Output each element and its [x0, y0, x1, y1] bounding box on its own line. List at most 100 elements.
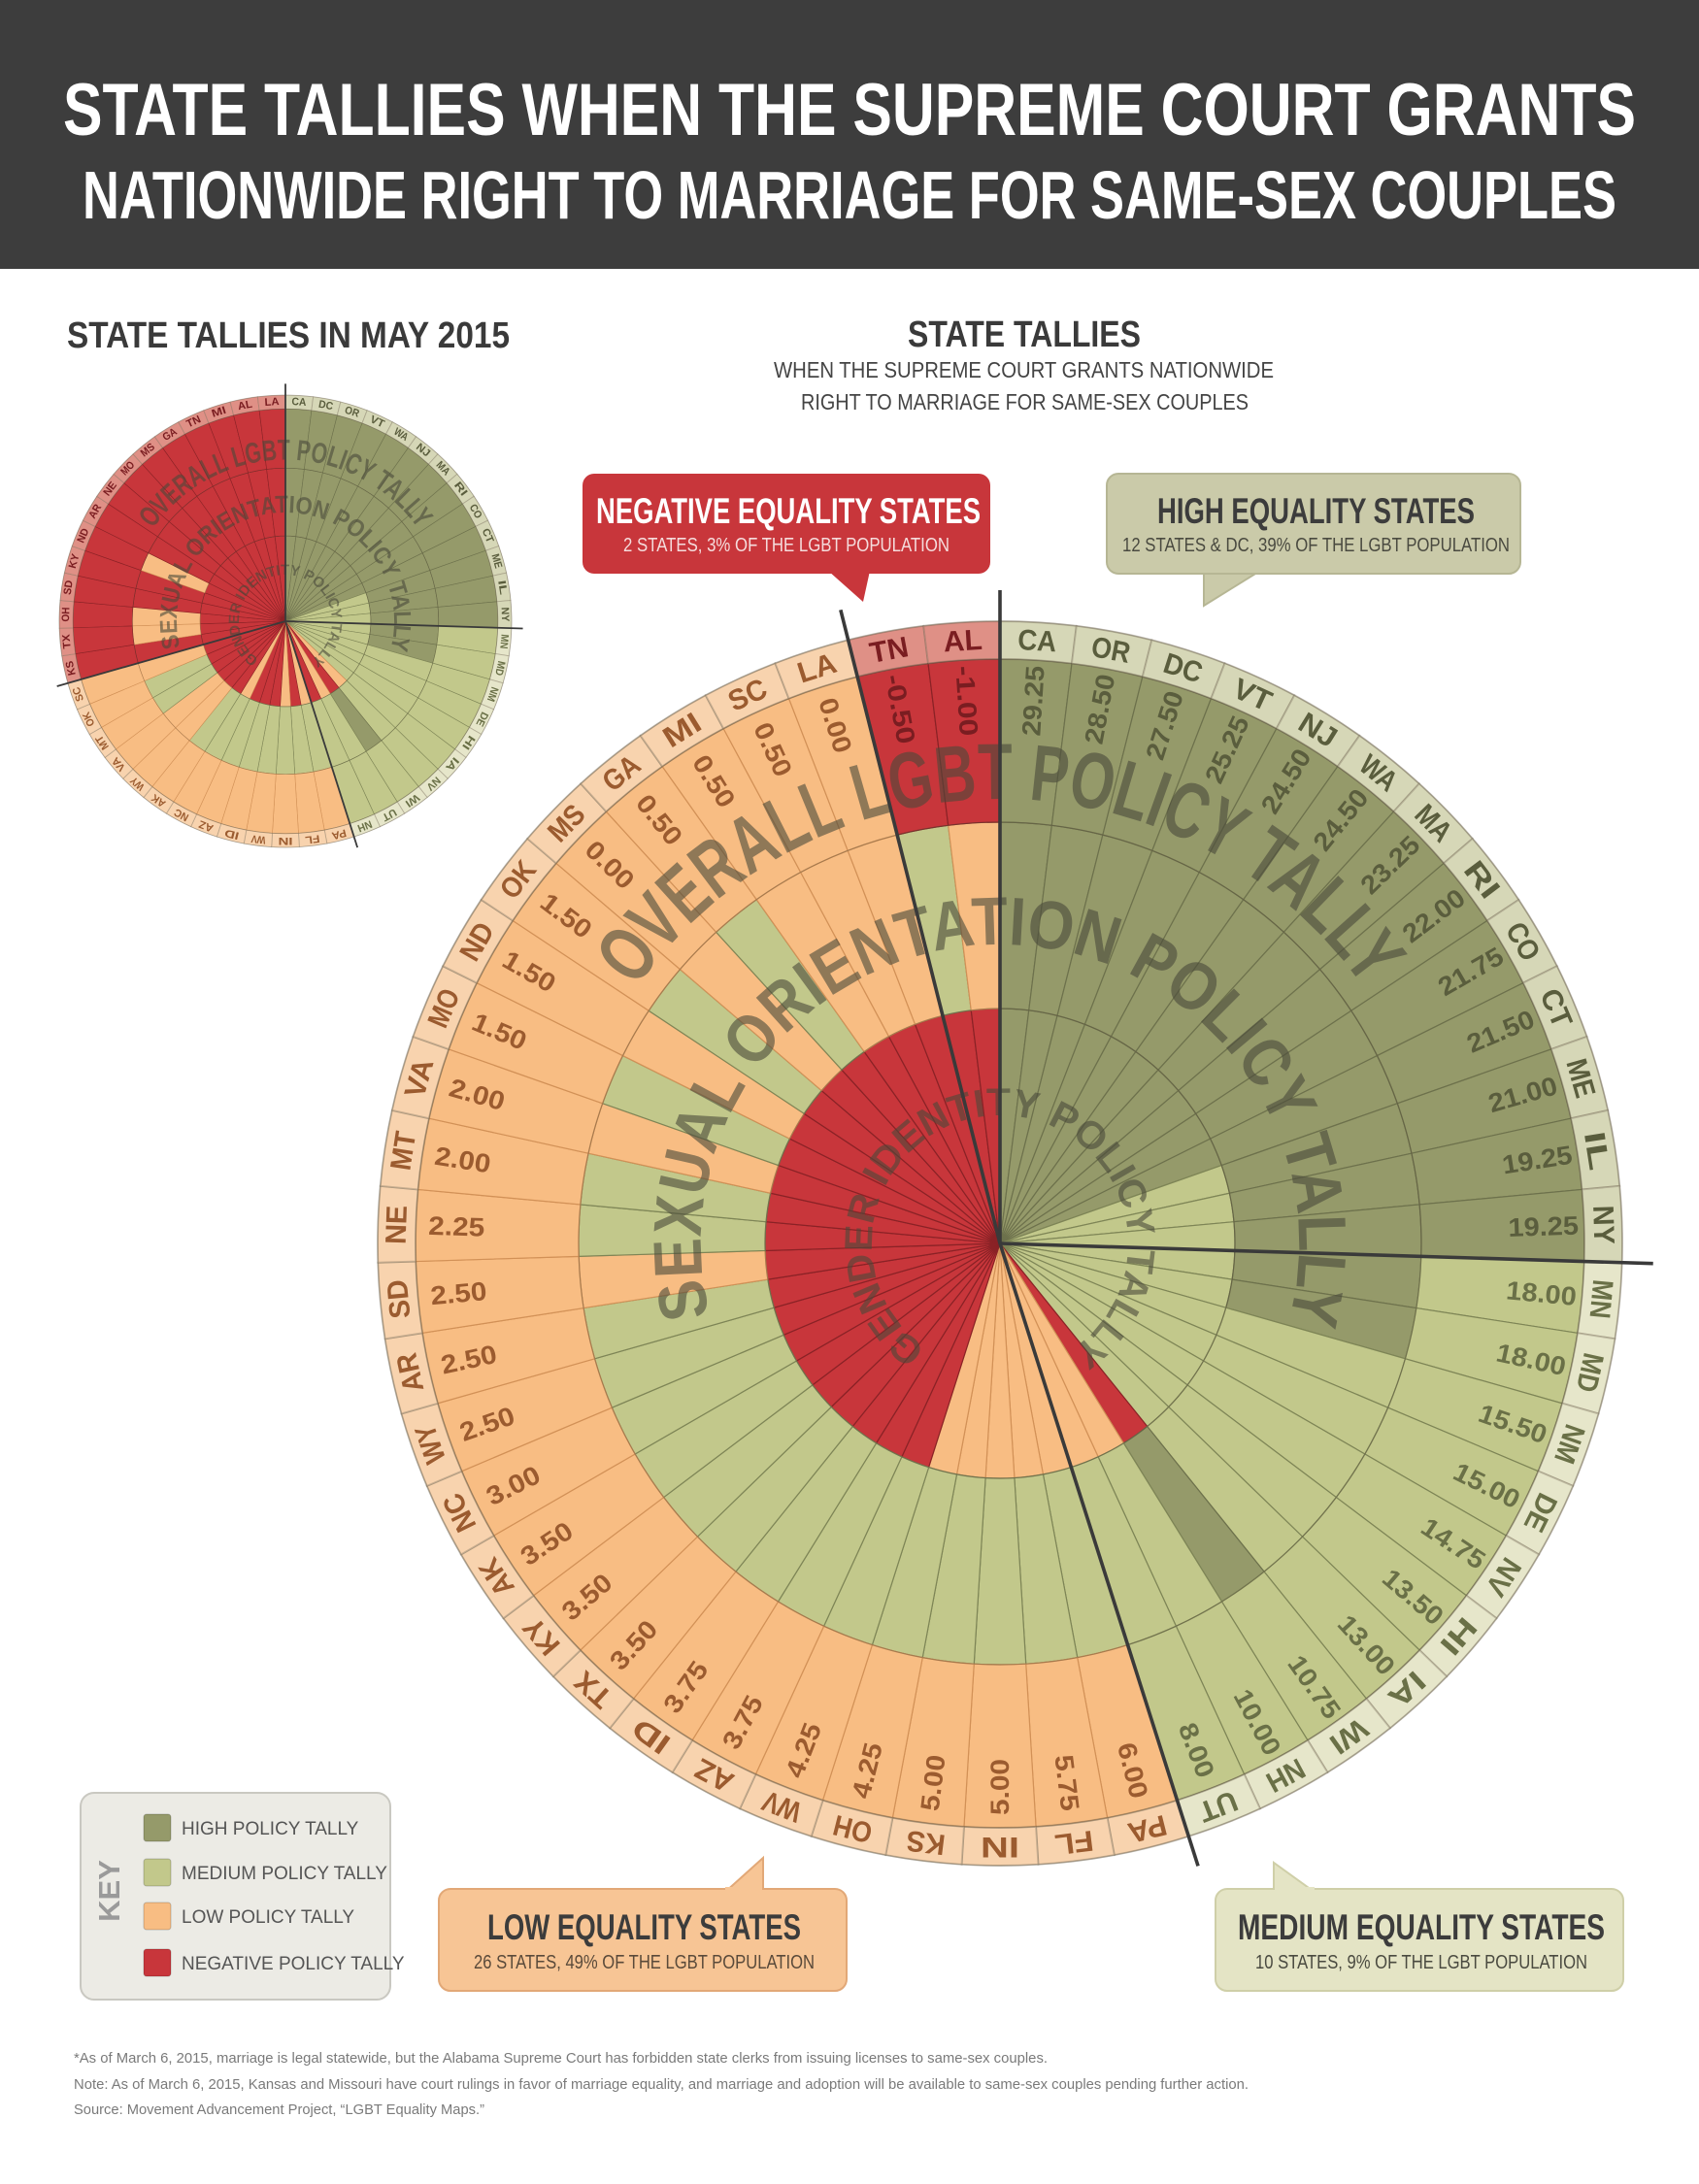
state-wedge-ms: MS0.00 — [525, 781, 1001, 1244]
callout-title: LOW EQUALITY STATES — [487, 1907, 801, 1947]
negative-equality-callout: NEGATIVE EQUALITY STATES 2 STATES, 3% OF… — [583, 474, 990, 602]
callout-box — [1106, 473, 1521, 575]
callout-box — [1215, 1888, 1624, 1992]
state-label: OR — [1089, 631, 1134, 670]
overall-tally-value: -1.00 — [949, 665, 983, 737]
key-item-negative: NEGATIVE POLICY TALLY — [143, 1948, 405, 1977]
category-divider-line — [999, 1241, 1653, 1266]
overall-tally-value: 29.25 — [1016, 665, 1049, 737]
state-label: MN — [497, 634, 510, 649]
state-label: NM — [484, 685, 500, 703]
state-wedge-de: DE — [284, 620, 495, 736]
callout-join — [725, 1887, 762, 1893]
state-label: TX — [60, 633, 73, 649]
state-wedge-co: CO — [284, 495, 489, 622]
overall-tally-value: 18.00 — [1505, 1275, 1578, 1311]
state-label: SC — [71, 685, 86, 703]
callout-box — [438, 1888, 848, 1992]
main-chart-subtitle-line2: RIGHT TO MARRIAGE FOR SAME-SEX COUPLES — [801, 389, 1249, 414]
state-label: DC — [317, 399, 334, 414]
state-label: PA — [330, 826, 348, 841]
low-equality-callout: LOW EQUALITY STATES 26 STATES, 49% OF TH… — [438, 1855, 848, 1992]
category-divider-line — [284, 620, 359, 848]
category-divider-line — [998, 1242, 1200, 1867]
callout-box — [583, 474, 990, 574]
callout-detail: 2 STATES, 3% OF THE LGBT POPULATION — [623, 535, 949, 556]
state-wedge-ma: MA — [284, 453, 458, 622]
overall-segment — [272, 774, 299, 835]
state-label: TN — [184, 414, 203, 430]
state-wedge-ut: UT8.00 — [999, 1242, 1262, 1838]
state-label: NH — [355, 817, 373, 834]
state-label: ND — [76, 527, 92, 546]
medium-equality-callout: MEDIUM EQUALITY STATES 10 STATES, 9% OF … — [1215, 1861, 1624, 1992]
key-swatch — [143, 1948, 172, 1977]
key-swatch — [143, 1858, 172, 1887]
state-wedge-va: VA 2.00 — [390, 1035, 1001, 1244]
category-divider-line — [839, 609, 1002, 1244]
category-divider-line — [56, 620, 286, 687]
callout-detail: 26 STATES, 49% OF THE LGBT POPULATION — [474, 1952, 815, 1973]
state-wedge-wi: WI — [284, 620, 428, 814]
state-wedge-nd: ND — [71, 519, 286, 622]
key-label: NEGATIVE POLICY TALLY — [182, 1954, 405, 1974]
key-swatch — [143, 1902, 172, 1931]
state-label: ID — [223, 826, 241, 841]
state-label: AZ — [197, 817, 216, 834]
state-label: IN — [278, 835, 292, 846]
state-label: CA — [1016, 624, 1057, 658]
state-label: FL — [1052, 1824, 1095, 1861]
state-wedge-fl: FL 5.75 — [999, 1242, 1116, 1866]
state-wedge-wy: WY 2.50 — [400, 1242, 1001, 1488]
state-wedge-ms: MS — [132, 436, 286, 622]
state-wedge-tx: TX — [58, 620, 286, 657]
state-label: IN — [981, 1831, 1019, 1863]
state-label: TN — [867, 631, 911, 670]
state-wedge-al: AL -1.00 — [922, 620, 1001, 1244]
state-wedge-il: IL 19.25 — [999, 1109, 1621, 1244]
state-wedge-nh: NH — [284, 620, 382, 838]
footnote-alabama: *As of March 6, 2015, marriage is legal … — [74, 2050, 1048, 2067]
state-wedge-ne: NE — [96, 473, 286, 622]
state-label: CT — [480, 527, 496, 546]
key-item-high: HIGH POLICY TALLY — [143, 1813, 359, 1842]
state-wedge-ga: GA — [153, 421, 286, 622]
callout-tail — [1203, 570, 1264, 608]
state-wedge-tn: TN — [178, 410, 286, 622]
state-wedge-la: LA0.00 — [774, 639, 1001, 1244]
state-label: LA — [264, 396, 280, 409]
small-radial-chart-may-2015: CA DC ORVTWANJMARICOCTMEILNYMNMDNMDEHIIANV… — [56, 383, 523, 848]
key-label: MEDIUM POLICY TALLY — [182, 1864, 387, 1884]
state-wedge-mo: MO1.50 — [412, 964, 1001, 1244]
state-label: SD — [62, 579, 76, 596]
state-label: CA — [291, 396, 307, 409]
callout-title: NEGATIVE EQUALITY STATES — [596, 491, 981, 531]
state-label: ME — [488, 552, 504, 570]
state-wedge-va: VA — [104, 620, 286, 779]
state-label: SD — [382, 1278, 417, 1320]
header-banner — [0, 0, 1699, 269]
state-wedge-ut: UT — [284, 620, 406, 828]
state-label: NE — [381, 1205, 414, 1244]
state-label: DE — [474, 710, 490, 728]
callout-detail: 10 STATES, 9% OF THE LGBT POPULATION — [1255, 1952, 1587, 1973]
main-chart-subtitle-line1: WHEN THE SUPREME COURT GRANTS NATIONWIDE — [774, 357, 1274, 382]
state-label: MT — [384, 1129, 422, 1173]
state-label: WV — [250, 832, 267, 845]
state-wedge-mo: MO — [113, 453, 286, 622]
state-wedge-id: ID3.75 — [608, 1242, 1001, 1774]
key-box — [80, 1792, 391, 2001]
overall-tally-value: 2.25 — [428, 1211, 485, 1242]
